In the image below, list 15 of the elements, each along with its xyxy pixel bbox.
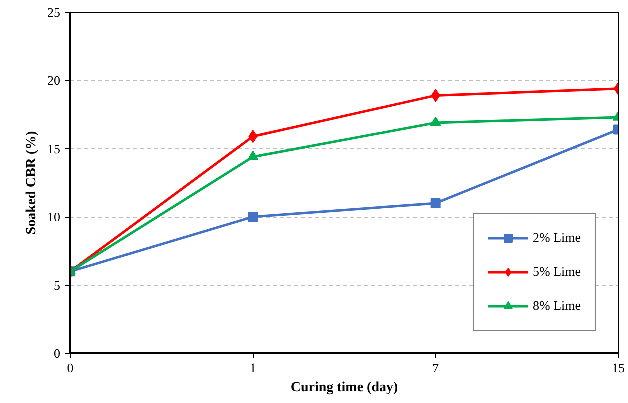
- y-axis-title: Soaked CBR (%): [24, 130, 40, 235]
- y-tick-label: 10: [48, 210, 60, 225]
- x-tick-label: 7: [432, 360, 440, 376]
- y-tick-label: 0: [54, 346, 60, 361]
- y-tick-label: 25: [48, 5, 60, 20]
- legend-label: 5% Lime: [532, 264, 581, 280]
- x-tick-label: 15: [612, 360, 625, 376]
- y-tick-label: 5: [54, 278, 60, 293]
- x-tick-label: 0: [67, 360, 74, 376]
- y-tick-label: 20: [48, 73, 60, 88]
- x-tick-label: 1: [250, 360, 256, 376]
- x-axis-title: Curing time (day): [290, 380, 398, 396]
- legend-label: 2% Lime: [532, 230, 581, 246]
- legend-label: 8% Lime: [532, 298, 581, 314]
- y-tick-label: 15: [48, 141, 60, 156]
